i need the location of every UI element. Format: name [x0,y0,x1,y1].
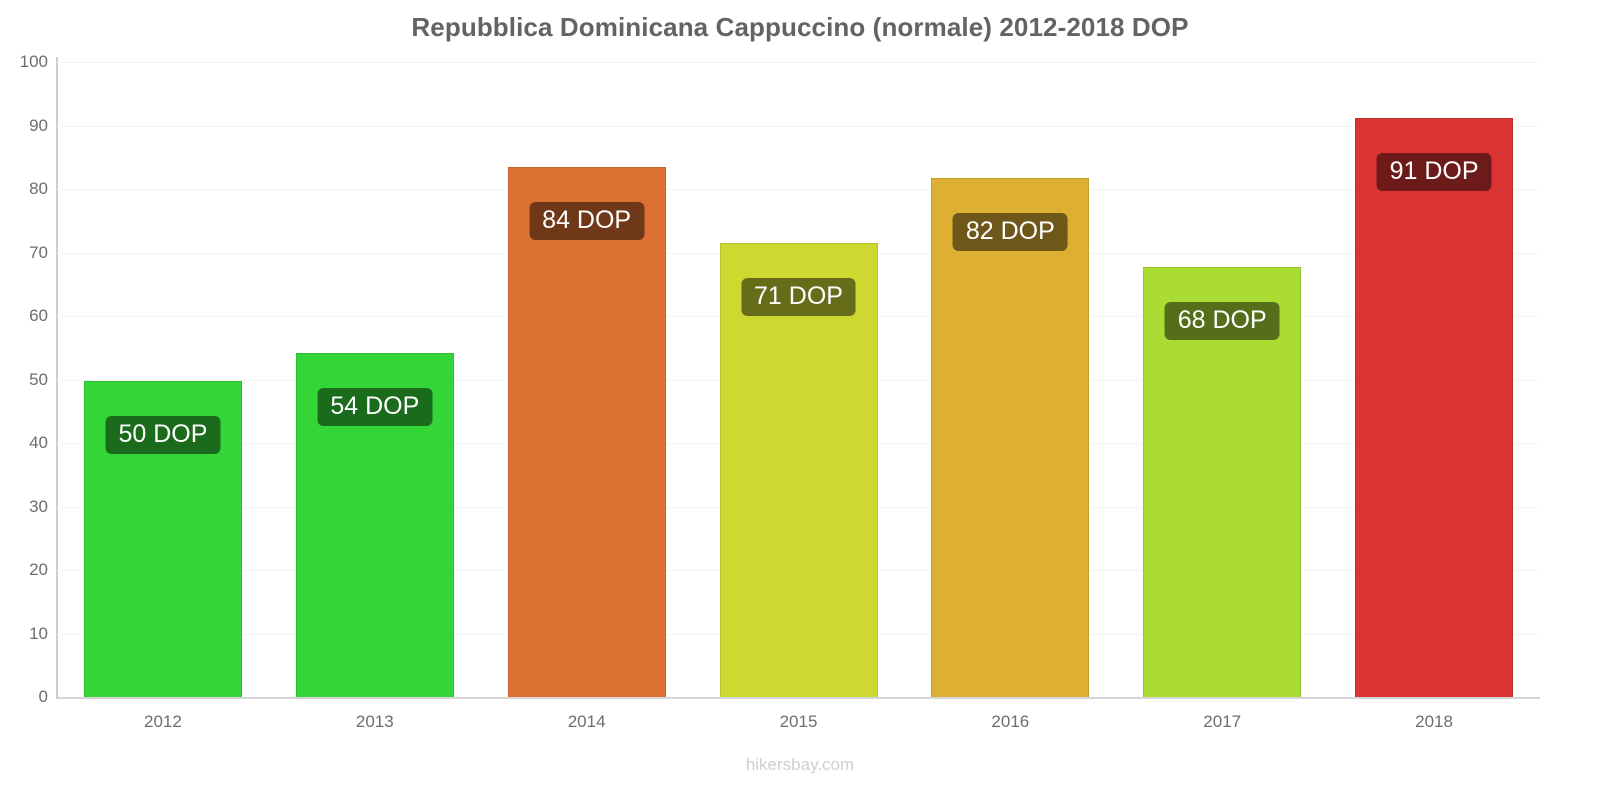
x-tick-label-2015: 2015 [779,712,818,731]
gridline-90 [57,125,1540,127]
x-tick-label-2014: 2014 [567,712,606,731]
bar-value-label-2013: 54 DOP [317,387,433,426]
y-tick-label-50: 50 [29,369,48,389]
bar-group-2018[interactable]: 91 DOP [1355,62,1514,697]
y-tick-label-10: 10 [29,623,48,643]
bar-value-label-2012: 50 DOP [105,416,221,455]
x-tick-label-2017: 2017 [1203,712,1242,731]
y-tick-label-60: 60 [29,306,48,325]
bar-group-2013[interactable]: 54 DOP [295,62,454,697]
bar-value-label-2014: 84 DOP [529,201,645,240]
bar-2016[interactable] [931,177,1090,697]
y-tick-label-70: 70 [29,242,48,262]
gridline-100 [57,62,1540,63]
bar-group-2016[interactable]: 82 DOP [931,62,1090,697]
y-tick-label-90: 90 [29,115,48,135]
y-tick-label-0: 0 [38,687,48,706]
x-tick-label-2012: 2012 [144,712,182,731]
bar-value-label-2016: 82 DOP [952,212,1068,251]
y-tick-label-20: 20 [29,560,48,579]
y-axis-line [56,57,58,699]
bar-group-2017[interactable]: 68 DOP [1143,62,1302,697]
bar-value-label-2015: 71 DOP [741,277,856,316]
bar-2018[interactable] [1355,117,1514,697]
y-tick-label-100: 100 [19,52,48,71]
plot-area: 50 DOP 54 DOP 84 DOP 71 DOP 82 DOP 68 DOP 91 D… [57,62,1540,699]
x-tick-label-2018: 2018 [1415,712,1453,731]
y-tick-label-80: 80 [29,179,48,198]
gridline-0 [57,697,1540,699]
bar-value-label-2018: 91 DOP [1376,152,1492,191]
gridline-80 [57,189,1540,190]
bar-group-2014[interactable]: 84 DOP [507,62,666,697]
bar-group-2012[interactable]: 50 DOP [83,62,242,697]
x-tick-label-2016: 2016 [991,712,1030,731]
bar-group-2015[interactable]: 71 DOP [719,62,878,697]
y-tick-label-30: 30 [29,496,48,516]
chart-title: Repubblica Dominicana Cappuccino (normal… [411,12,1189,42]
bar-2015[interactable] [719,242,878,697]
x-tick-label-2013: 2013 [355,712,394,731]
footer-watermark: hikersbay.com [745,755,855,774]
bar-2014[interactable] [507,166,666,697]
y-tick-label-40: 40 [29,433,48,452]
bar-value-label-2017: 68 DOP [1164,302,1280,341]
